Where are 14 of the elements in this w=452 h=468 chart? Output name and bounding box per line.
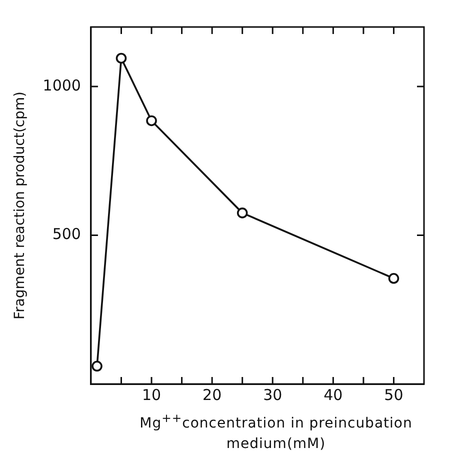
x-tick-label: 10: [142, 386, 162, 404]
point: [146, 115, 157, 126]
y-tick-label: 500: [52, 225, 81, 244]
point: [92, 360, 102, 372]
point: [236, 208, 248, 218]
x-axis-title: Mg$^{++}$concentration in preincubation medium(mM): [138, 410, 414, 454]
point: [116, 52, 127, 64]
x-tick-label: 40: [324, 386, 343, 404]
x-tick-label: 30: [263, 386, 282, 404]
point: [388, 272, 400, 284]
x-tick-label: 20: [202, 386, 222, 404]
y-axis-title: Fragment reaction product(cpm): [12, 92, 28, 320]
x-tick-label: 50: [384, 386, 404, 404]
y-tick-label: 1000: [42, 76, 81, 94]
